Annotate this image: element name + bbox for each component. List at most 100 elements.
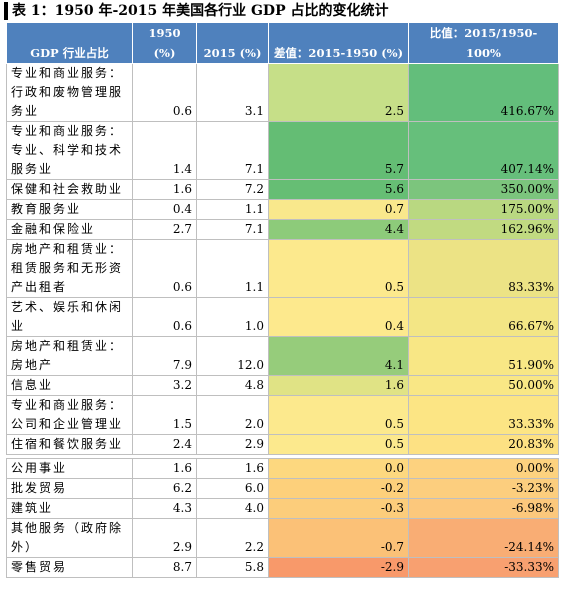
row-label: 住宿和餐饮服务业 [6,434,133,455]
cell: 51.90% [408,336,559,376]
table-row: 建筑业 4.3 4.0 -0.3 -6.98% [6,498,559,519]
cell: 3.1 [196,63,269,122]
cell: -0.7 [268,518,409,558]
cell: 0.0 [268,458,409,479]
header-row: GDP 行业占比 1950 (%) 2015 (%) 差值：2015-1950 (%)… [6,22,559,64]
table-row: 房地产和租赁业：房地产 7.9 12.0 4.1 51.90% [6,336,559,376]
row-label: 建筑业 [6,498,133,519]
table-row: 艺术、娱乐和休闲业 0.6 1.0 0.4 66.67% [6,297,559,337]
cell: 50.00% [408,375,559,396]
table-row: 专业和商业服务：行政和废物管理服务业 0.6 3.1 2.5 416.67% [6,63,559,122]
cell: 2.2 [196,518,269,558]
row-label: 房地产和租赁业：房地产 [6,336,133,376]
cell: 4.3 [132,498,197,519]
cell: 33.33% [408,395,559,435]
cell: 2.4 [132,434,197,455]
cell: 0.4 [268,297,409,337]
cell: 7.2 [196,179,269,200]
cell: 0.5 [268,395,409,435]
cell: 1.5 [132,395,197,435]
cell: 4.4 [268,219,409,240]
cell: 416.67% [408,63,559,122]
cell: -0.3 [268,498,409,519]
cell: 3.2 [132,375,197,396]
cell: 83.33% [408,239,559,298]
cell: 1.4 [132,121,197,180]
cell: 1.6 [132,458,197,479]
row-label: 房地产和租赁业：租赁服务和无形资产出租者 [6,239,133,298]
row-label: 教育服务业 [6,199,133,220]
cell: 0.7 [268,199,409,220]
cell: 175.00% [408,199,559,220]
table: GDP 行业占比 1950 (%) 2015 (%) 差值：2015-1950 (%)… [6,22,559,578]
row-label: 专业和商业服务：专业、科学和技术服务业 [6,121,133,180]
cell: 6.0 [196,478,269,499]
row-label: 专业和商业服务：行政和废物管理服务业 [6,63,133,122]
cell: 6.2 [132,478,197,499]
title: 表 1：1950 年-2015 年美国各行业 GDP 占比的变化统计 [4,2,388,20]
row-label: 金融和保险业 [6,219,133,240]
table-row: 专业和商业服务：专业、科学和技术服务业 1.4 7.1 5.7 407.14% [6,121,559,180]
cell: 5.7 [268,121,409,180]
row-label: 信息业 [6,375,133,396]
table-row: 批发贸易 6.2 6.0 -0.2 -3.23% [6,478,559,499]
cell: 2.7 [132,219,197,240]
table-row: 其他服务（政府除外） 2.9 2.2 -0.7 -24.14% [6,518,559,558]
cell: -3.23% [408,478,559,499]
cell: -0.2 [268,478,409,499]
cell: 5.6 [268,179,409,200]
cell: 8.7 [132,557,197,578]
table-row: 信息业 3.2 4.8 1.6 50.00% [6,375,559,396]
cell: 2.5 [268,63,409,122]
cell: 162.96% [408,219,559,240]
cell: 1.0 [196,297,269,337]
column-header: 2015 (%) [196,22,269,64]
cell: 4.1 [268,336,409,376]
cell: -6.98% [408,498,559,519]
column-header: 比值：2015/1950-100% [408,22,559,64]
row-label: 保健和社会救助业 [6,179,133,200]
cell: 66.67% [408,297,559,337]
cell: 0.5 [268,239,409,298]
cell: 1.6 [196,458,269,479]
row-label: 零售贸易 [6,557,133,578]
cell: 4.0 [196,498,269,519]
table-row: 教育服务业 0.4 1.1 0.7 175.00% [6,199,559,220]
cell: 407.14% [408,121,559,180]
cell: 7.1 [196,219,269,240]
table-row: 公用事业 1.6 1.6 0.0 0.00% [6,458,559,479]
cell: 2.9 [196,434,269,455]
cell: 20.83% [408,434,559,455]
cell: 0.6 [132,297,197,337]
table-row: 专业和商业服务：公司和企业管理业 1.5 2.0 0.5 33.33% [6,395,559,435]
row-label: 专业和商业服务：公司和企业管理业 [6,395,133,435]
cell: 12.0 [196,336,269,376]
table-row: 房地产和租赁业：租赁服务和无形资产出租者 0.6 1.1 0.5 83.33% [6,239,559,298]
column-header: 1950 (%) [132,22,197,64]
cell: -24.14% [408,518,559,558]
cell: 0.6 [132,63,197,122]
cell: 350.00% [408,179,559,200]
cell: 2.0 [196,395,269,435]
cell: -33.33% [408,557,559,578]
cell: 2.9 [132,518,197,558]
table-row: 金融和保险业 2.7 7.1 4.4 162.96% [6,219,559,240]
column-header: 差值：2015-1950 (%) [268,22,409,64]
cell: -2.9 [268,557,409,578]
row-label: 批发贸易 [6,478,133,499]
cell: 7.9 [132,336,197,376]
cell: 1.6 [268,375,409,396]
cell: 1.1 [196,199,269,220]
cell: 7.1 [196,121,269,180]
table-row: 保健和社会救助业 1.6 7.2 5.6 350.00% [6,179,559,200]
column-header: GDP 行业占比 [6,22,133,64]
cell: 0.4 [132,199,197,220]
cell: 1.6 [132,179,197,200]
cell: 0.5 [268,434,409,455]
row-label: 公用事业 [6,458,133,479]
row-label: 艺术、娱乐和休闲业 [6,297,133,337]
table-row: 零售贸易 8.7 5.8 -2.9 -33.33% [6,557,559,578]
cell: 4.8 [196,375,269,396]
cell: 0.6 [132,239,197,298]
